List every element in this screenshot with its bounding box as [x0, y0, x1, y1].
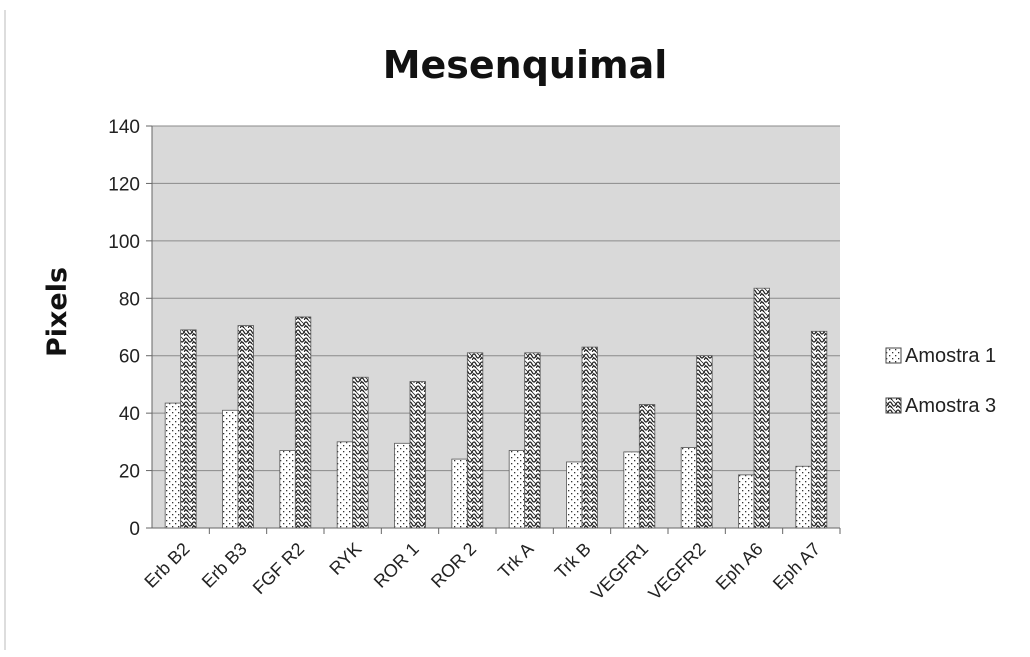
bar-amostra-3-1: [237, 325, 254, 529]
x-category-label-8: VEGFR1: [587, 539, 652, 604]
bar-amostra-1-8: [623, 451, 640, 529]
y-tick-label-20: 20: [119, 462, 140, 483]
x-category-label-5: ROR 2: [427, 539, 480, 592]
y-tick-label-100: 100: [108, 232, 140, 253]
legend: Amostra 1 Amostra 3: [885, 345, 996, 417]
bar-amostra-3-3: [352, 376, 369, 529]
bar-amostra-1-4: [394, 442, 411, 529]
x-category-label-4: ROR 1: [370, 539, 423, 592]
x-category-label-11: Eph A7: [769, 539, 824, 594]
y-tick-label-40: 40: [119, 404, 140, 425]
bar-amostra-1-11: [795, 465, 812, 529]
bar-amostra-3-11: [810, 330, 828, 529]
bar-amostra-1-2: [279, 450, 296, 529]
legend-swatch-amostra-1: [885, 347, 902, 364]
bar-amostra-1-7: [566, 461, 583, 529]
legend-item-amostra-1: Amostra 1: [885, 345, 996, 367]
x-category-label-7: Trk B: [551, 539, 595, 583]
bar-amostra-1-5: [451, 458, 468, 529]
bar-amostra-3-6: [524, 352, 541, 529]
y-axis-label: Pixels: [42, 267, 73, 357]
bar-amostra-1-6: [508, 450, 526, 529]
y-tick-label-80: 80: [119, 289, 140, 310]
bar-amostra-1-1: [222, 409, 239, 529]
y-tick-labels: 0 20 40 60 80 100 120 140: [108, 117, 152, 540]
bar-amostra-1-10: [738, 474, 755, 529]
bars: [164, 287, 828, 529]
bar-amostra-1-0: [164, 402, 182, 529]
x-category-label-1: Erb B3: [198, 539, 251, 592]
y-tick-label-120: 120: [108, 174, 140, 195]
legend-item-amostra-3: Amostra 3: [885, 395, 996, 417]
bar-amostra-3-10: [753, 287, 770, 529]
y-tick-label-140: 140: [108, 117, 140, 138]
bar-amostra-3-4: [409, 381, 426, 529]
bar-amostra-3-9: [696, 355, 713, 529]
axes: [151, 126, 841, 534]
x-category-label-2: FGF R2: [249, 539, 308, 598]
x-category-label-0: Erb B2: [140, 539, 193, 592]
bar-amostra-3-8: [638, 404, 656, 529]
bar-amostra-1-9: [680, 447, 698, 529]
plot-area: [152, 126, 840, 528]
legend-label-amostra-1: Amostra 1: [905, 345, 996, 367]
bar-amostra-3-0: [180, 329, 197, 529]
chart-title: Mesenquimal: [383, 43, 668, 87]
x-category-label-6: Trk A: [494, 539, 537, 582]
x-category-label-9: VEGFR2: [644, 539, 709, 604]
y-tick-label-0: 0: [129, 519, 140, 540]
bar-amostra-3-7: [581, 346, 598, 529]
bar-amostra-3-5: [466, 352, 484, 529]
legend-swatch-amostra-3: [885, 397, 902, 414]
bar-amostra-3-2: [294, 316, 312, 529]
bar-amostra-1-3: [336, 441, 354, 529]
x-category-label-10: Eph A6: [712, 539, 767, 594]
y-tick-label-60: 60: [119, 347, 140, 368]
x-category-label-3: RYK: [325, 539, 365, 579]
legend-label-amostra-3: Amostra 3: [905, 395, 996, 417]
